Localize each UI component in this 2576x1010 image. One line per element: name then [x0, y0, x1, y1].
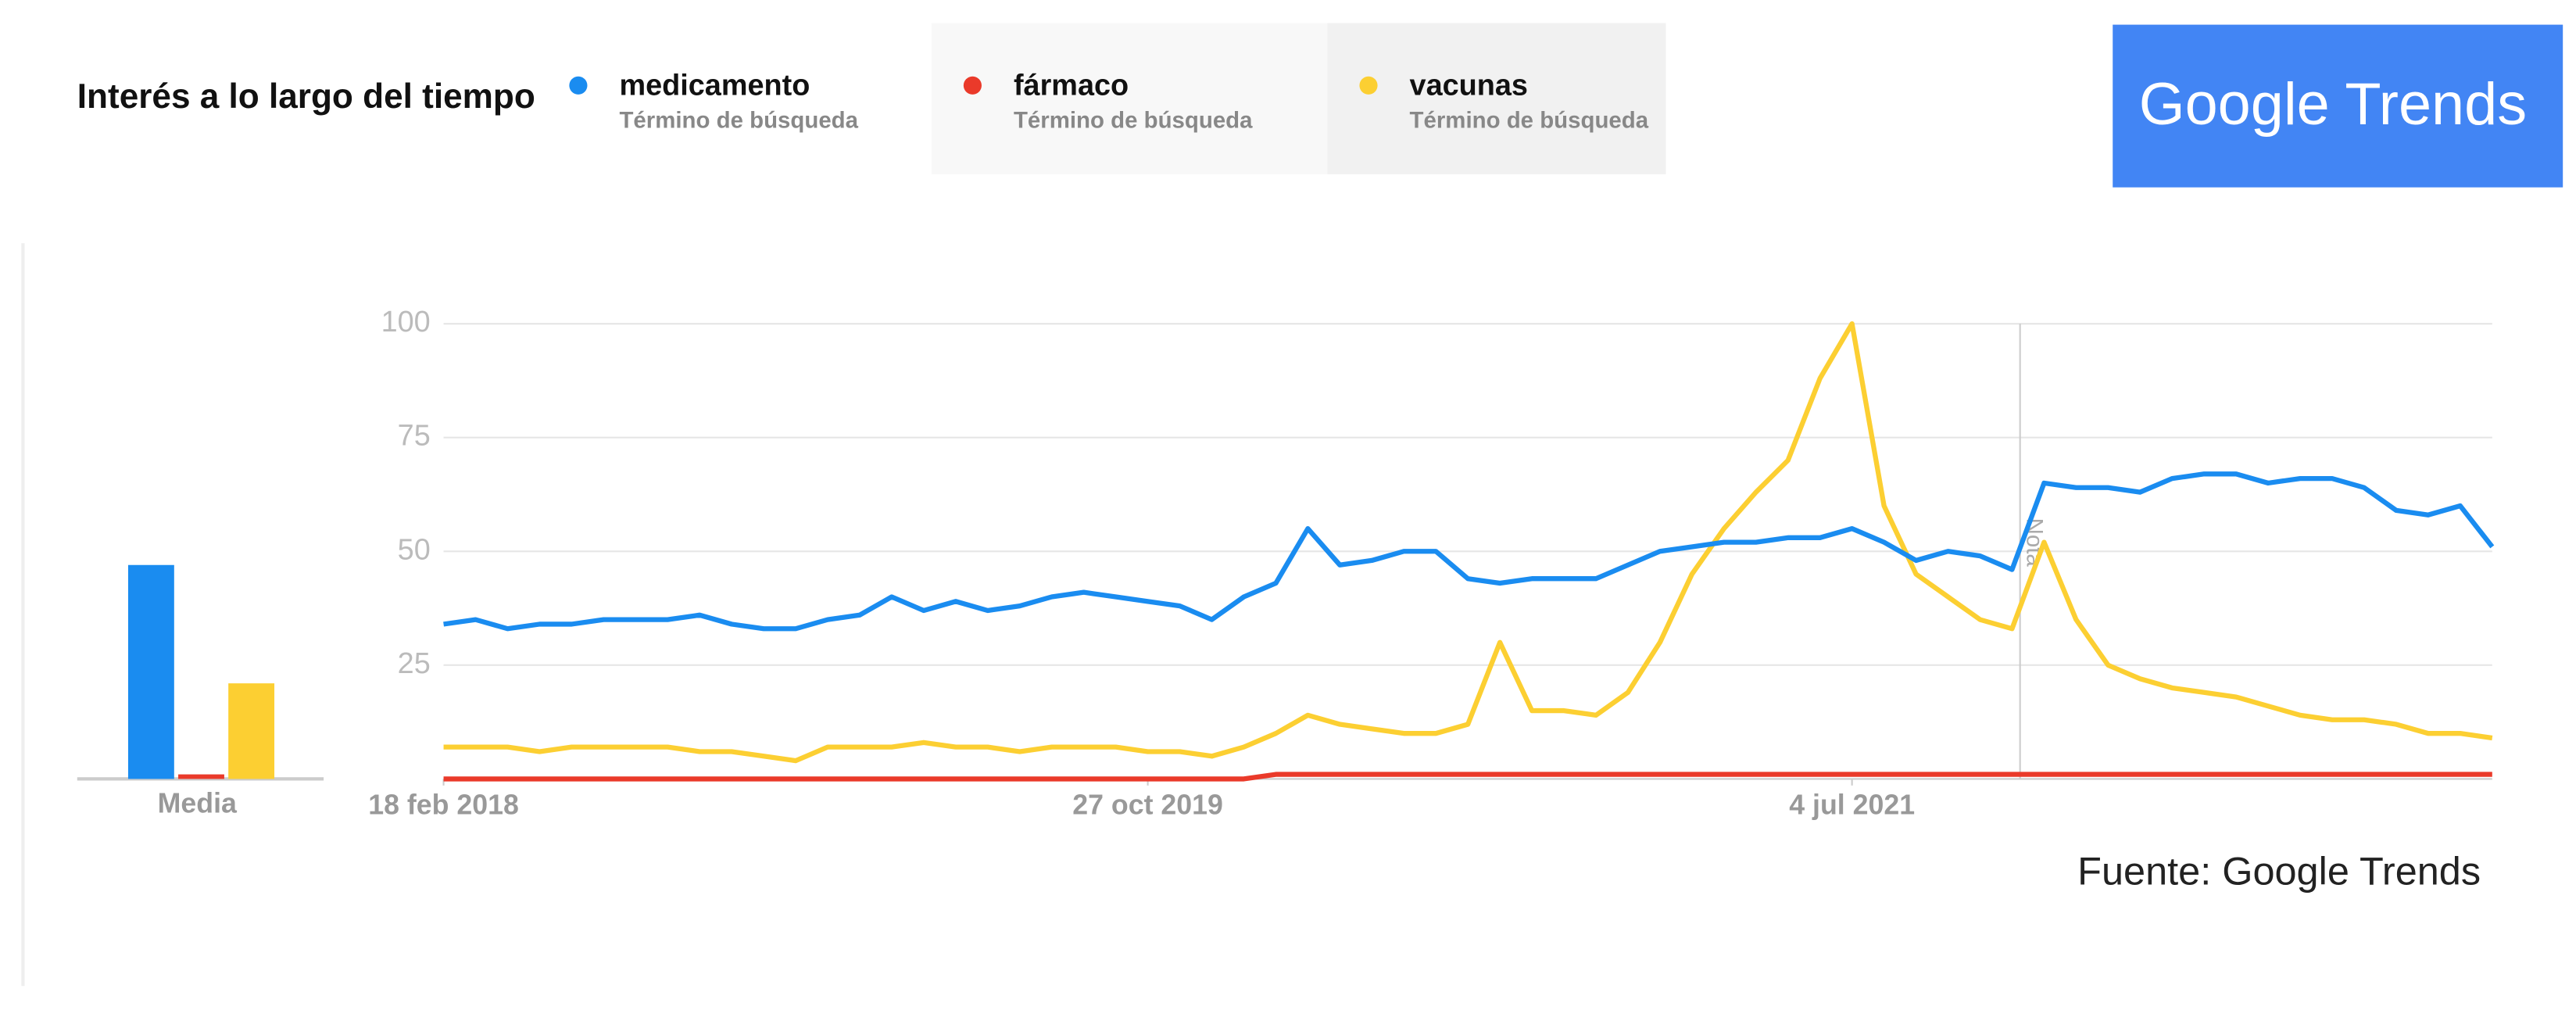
- source: Fuente: Google Trends: [2077, 849, 2481, 894]
- legend-label: vacunas: [1410, 69, 1528, 102]
- media-bar: [127, 564, 174, 779]
- x-tick-label: 4 jul 2021: [1789, 790, 1915, 821]
- media-bar: [178, 774, 224, 779]
- legend-label: medicamento: [619, 69, 810, 102]
- y-tick-label: 25: [398, 647, 431, 680]
- media-label: Media: [158, 787, 238, 818]
- y-tick-label: 50: [398, 533, 431, 566]
- legend-marker: [1359, 76, 1378, 95]
- logo-box: [2113, 24, 2563, 188]
- legend-box: [931, 23, 1328, 174]
- legend-label: fármaco: [1014, 69, 1129, 102]
- legend-subtitle: Término de búsqueda: [1014, 107, 1253, 133]
- legend-marker: [963, 76, 982, 95]
- media-bar: [228, 683, 275, 779]
- legend-subtitle: Término de búsqueda: [1410, 107, 1649, 133]
- series-line: [443, 321, 2493, 764]
- legend-marker: [569, 76, 588, 95]
- series-line: [443, 772, 2492, 782]
- x-tick-label: 27 oct 2019: [1072, 790, 1223, 821]
- x-tick-label: 18 feb 2018: [368, 790, 519, 821]
- y-tick-label: 75: [398, 420, 431, 453]
- legend-subtitle: Término de búsqueda: [619, 107, 858, 133]
- logo: Google Trends: [2139, 71, 2527, 138]
- chart-title: Interés a lo largo del tiempo: [77, 77, 535, 116]
- y-tick-label: 100: [381, 306, 431, 338]
- legend-box: [1327, 23, 1666, 174]
- series-line: [443, 471, 2495, 632]
